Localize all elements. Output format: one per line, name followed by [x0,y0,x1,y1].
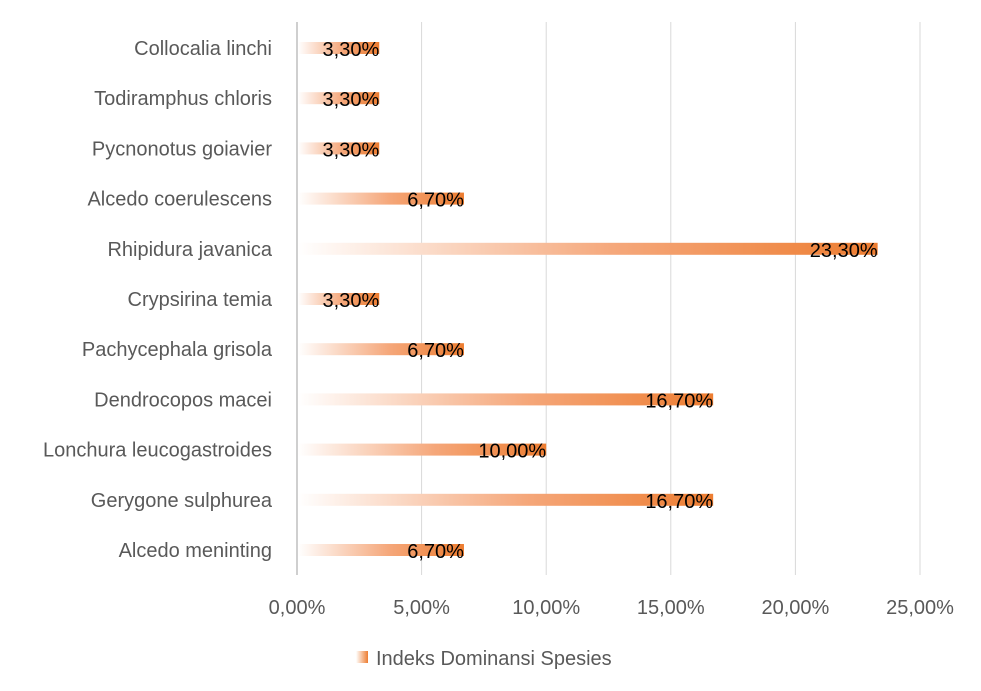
x-tick-label: 10,00% [512,597,580,619]
data-label: 16,70% [645,491,713,513]
x-tick-label: 15,00% [637,597,705,619]
bars [298,42,878,556]
legend: Indeks Dominansi Spesies [356,648,612,670]
legend-swatch [356,651,368,663]
bar [298,92,380,105]
legend-entry-label: Indeks Dominansi Spesies [376,648,612,670]
bar [298,142,380,155]
category-label: Alcedo meninting [119,540,272,562]
bar [298,293,380,305]
data-label: 3,30% [323,89,380,111]
bar [298,493,714,506]
category-labels: Collocalia linchi Todiramphus chloris Pycn… [43,38,273,562]
x-tick-label: 5,00% [393,597,450,619]
category-label: Lonchura leucogastroides [43,440,272,462]
data-label: 16,70% [645,390,713,412]
data-label: 6,70% [407,340,464,362]
category-label: Alcedo coerulescens [87,189,272,211]
category-label: Rhipidura javanica [107,239,272,261]
data-label: 3,30% [323,290,380,312]
x-tick-label: 20,00% [761,597,829,619]
category-label: Pachycephala grisola [82,339,273,361]
data-label: 3,30% [323,139,380,161]
category-label: Collocalia linchi [134,38,272,60]
data-label: 23,30% [810,240,878,262]
x-tick-label: 25,00% [886,597,954,619]
bar [298,443,547,456]
data-label: 6,70% [407,190,464,212]
category-label: Crypsirina temia [128,289,273,311]
category-label: Todiramphus chloris [94,88,272,110]
category-label: Gerygone sulphurea [91,490,273,512]
data-label: 6,70% [407,541,464,563]
data-labels: 3,30% 3,30% 3,30% 6,70% 23,30% 3,30% 6,70% 16,7… [323,39,878,563]
x-tick-label: 0,00% [269,597,326,619]
x-axis-tick-labels: 0,00% 5,00% 10,00% 15,00% 20,00% 25,00% [269,597,954,619]
data-label: 10,00% [478,441,546,463]
bar [298,242,878,255]
category-label: Dendrocopos macei [94,389,272,411]
category-label: Pycnonotus goiavier [92,138,272,160]
bar [298,343,464,356]
data-label: 3,30% [323,39,380,61]
bar [298,544,464,556]
bar [298,192,464,205]
bar [298,393,714,406]
gridlines [296,22,921,575]
bar [298,42,380,54]
